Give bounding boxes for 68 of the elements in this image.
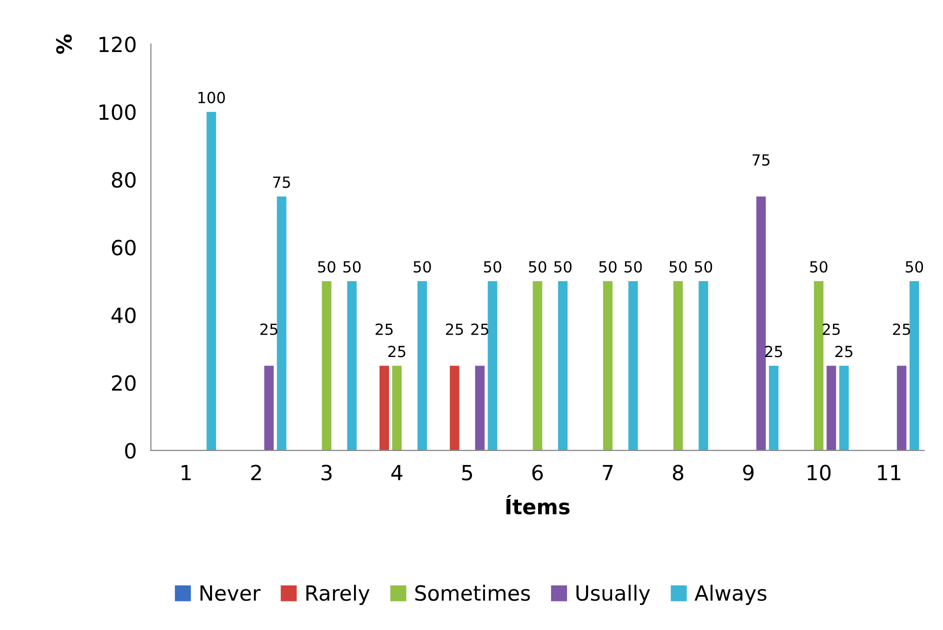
y-tick-label: 60 (112, 240, 136, 256)
data-label: 25 (388, 346, 406, 358)
bar (698, 281, 708, 450)
data-label: 50 (343, 261, 361, 273)
data-label: 25 (376, 324, 393, 336)
x-tick-label: 6 (532, 464, 543, 480)
bar (322, 281, 332, 450)
x-tick-label: 4 (391, 464, 402, 480)
bar (839, 366, 849, 450)
y-tick-label: 0 (125, 442, 136, 459)
x-tick-label: 2 (251, 464, 261, 480)
bar (896, 366, 906, 450)
x-tick-label: 9 (743, 464, 754, 480)
y-tick-label: 100 (100, 104, 136, 120)
bar (380, 366, 390, 450)
bar (532, 281, 542, 450)
x-tick-label: 1 (182, 464, 191, 480)
data-label: 25 (835, 346, 852, 358)
bar (628, 281, 638, 450)
bar (417, 281, 427, 450)
bar (475, 366, 485, 450)
bar (450, 366, 460, 450)
bar (347, 281, 357, 450)
data-label: 75 (273, 176, 290, 188)
legend-label: Always (694, 584, 766, 605)
data-label: 50 (528, 261, 546, 273)
data-label: 25 (446, 324, 463, 336)
x-tick-label: 10 (808, 464, 831, 480)
x-tick-label: 7 (602, 464, 613, 480)
x-tick-label: 11 (878, 464, 900, 480)
x-tick-label: 3 (322, 464, 332, 480)
data-label: 50 (810, 261, 828, 273)
y-tick-label: 80 (112, 172, 136, 188)
y-tick-label: 20 (112, 375, 136, 391)
data-label: 50 (694, 261, 712, 273)
x-tick-label: 8 (672, 464, 684, 480)
bar (826, 366, 836, 450)
legend-label: Usually (576, 584, 650, 605)
data-label: 50 (599, 261, 617, 273)
bar (756, 196, 766, 450)
bar (814, 281, 824, 450)
data-label: 50 (670, 261, 687, 273)
data-label: 50 (414, 261, 431, 273)
bar (910, 281, 920, 450)
bar (673, 281, 683, 450)
bar (276, 196, 286, 450)
data-label: 50 (906, 261, 924, 273)
data-label: 50 (318, 261, 336, 273)
legend-label: Rarely (306, 584, 370, 605)
bar (264, 366, 274, 450)
bar (603, 281, 613, 450)
x-tick-label: 5 (462, 464, 472, 480)
data-label: 100 (198, 92, 225, 104)
legend-label: Never (200, 585, 261, 601)
data-label: 50 (484, 261, 502, 273)
bar (206, 112, 216, 450)
data-label: 50 (554, 261, 572, 273)
x-axis-title: Ítems (506, 494, 570, 515)
bar (488, 281, 498, 450)
y-tick-label: 40 (112, 307, 136, 324)
data-label: 50 (624, 261, 642, 273)
y-tick-label: 120 (100, 36, 136, 52)
bar (768, 366, 778, 450)
legend-label: Sometimes (415, 584, 530, 601)
bar (558, 281, 568, 450)
bar (392, 366, 402, 450)
data-label: 75 (752, 154, 770, 166)
y-axis-title: % (56, 34, 72, 54)
